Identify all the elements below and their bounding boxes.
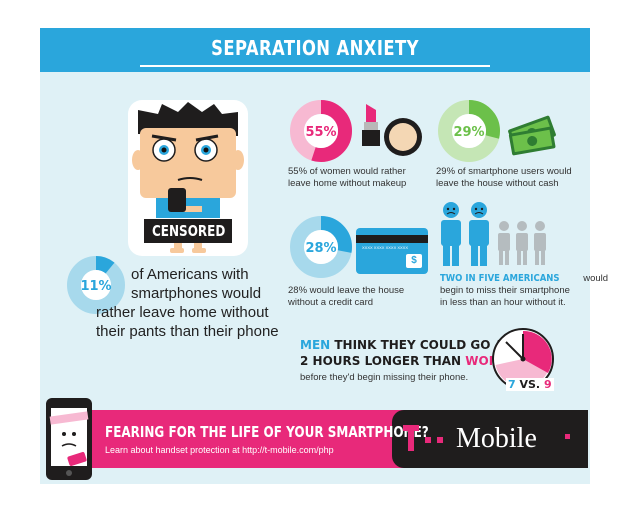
- cash-line-2: leave the house without cash: [436, 178, 559, 189]
- people-icons: [441, 202, 546, 266]
- brand-name: Mobile: [456, 423, 537, 454]
- person-icon: [498, 221, 510, 265]
- brand-panel[interactable]: [392, 410, 588, 468]
- two-in-five-line-1: TWO IN FIVE AMERICANS would: [440, 273, 608, 286]
- two-in-five-line-3: in less than an hour without it.: [440, 297, 566, 308]
- cash-line-1: 29% of smartphone users would: [436, 166, 572, 177]
- credit-card-icon: XXXX XXXX XXXX XXXX $: [356, 228, 428, 274]
- makeup-line-1: 55% of women would rather: [288, 166, 406, 177]
- t-logo-stem: [408, 425, 414, 451]
- gender-line-2: 2 HOURS LONGER THAN WOMEN: [300, 354, 519, 368]
- page-title: SEPARATION ANXIETY: [211, 36, 419, 60]
- cta-title: FEARING FOR THE LIFE OF YOUR SMARTPHONE?: [105, 423, 429, 441]
- hero-line-3: rather leave home without: [96, 304, 269, 321]
- phone-icon: [168, 188, 186, 212]
- hero-line-1: of Americans with: [131, 266, 249, 283]
- title-underline: [140, 65, 490, 67]
- men-hours: 7: [508, 378, 516, 391]
- women-hours: 9: [543, 378, 552, 391]
- lipstick-icon: [362, 104, 380, 146]
- dollar-icon: $: [406, 254, 422, 268]
- makeup-percent: 55%: [305, 125, 336, 140]
- men-label: MEN: [300, 338, 331, 352]
- makeup-line-2: leave home without makeup: [288, 178, 407, 189]
- vs-label: VS.: [515, 378, 544, 391]
- person-icon: [534, 221, 546, 265]
- guy-icon: [128, 100, 248, 256]
- cta-subtitle[interactable]: Learn about handset protection at http:/…: [105, 445, 334, 455]
- person-icon: [516, 221, 528, 265]
- censored-bar: [144, 219, 232, 243]
- t-logo-dot: [425, 437, 431, 443]
- hero-percent: 11%: [80, 279, 111, 294]
- credit-percent: 28%: [305, 241, 336, 256]
- gender-line-2-pre: 2 HOURS LONGER THAN: [300, 354, 466, 368]
- two-in-five-rest: would: [580, 273, 609, 284]
- percent-ring-55: 55%: [290, 100, 352, 162]
- person-icon: [469, 202, 489, 266]
- title-banner: SEPARATION ANXIETY: [40, 28, 590, 72]
- gender-line-3: before they'd begin missing their phone.: [300, 372, 469, 383]
- hero-line-4: their pants than their phone: [96, 323, 279, 340]
- person-icon: [441, 202, 461, 266]
- t-logo-dot: [437, 437, 443, 443]
- compact-icon: [384, 118, 422, 156]
- cash-icon: [508, 115, 556, 156]
- credit-line-2: without a credit card: [288, 297, 374, 308]
- clock-icon: [492, 328, 554, 390]
- card-stripe: [356, 235, 428, 243]
- broken-phone-icon: [46, 398, 92, 480]
- cash-percent: 29%: [453, 125, 484, 140]
- two-in-five-line-2: begin to miss their smartphone: [440, 285, 570, 296]
- two-in-five-highlight: TWO IN FIVE AMERICANS: [440, 273, 560, 284]
- percent-ring-11: 11%: [67, 256, 125, 314]
- t-logo-dot: [565, 434, 570, 439]
- percent-ring-28: 28%: [290, 216, 352, 278]
- hero-line-2: smartphones would: [131, 285, 262, 302]
- gender-line-1: MEN THINK THEY COULD GO ABOUT: [300, 338, 541, 352]
- percent-ring-29: 29%: [438, 100, 500, 162]
- card-number: XXXX XXXX XXXX XXXX: [362, 245, 409, 250]
- credit-line-1: 28% would leave the house: [288, 285, 405, 296]
- censored-label: CENSORED: [152, 222, 226, 240]
- hours-comparison: 7 VS. 9: [506, 378, 554, 391]
- gender-line-1-rest: THINK THEY COULD GO ABOUT: [330, 338, 542, 352]
